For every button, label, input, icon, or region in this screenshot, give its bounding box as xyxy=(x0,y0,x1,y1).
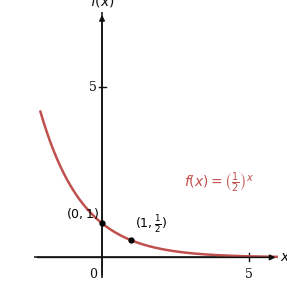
Text: $(1,\frac{1}{2})$: $(1,\frac{1}{2})$ xyxy=(135,213,167,235)
Text: $(0,1)$: $(0,1)$ xyxy=(65,206,98,220)
Text: $f(x) = \left(\frac{1}{2}\right)^x$: $f(x) = \left(\frac{1}{2}\right)^x$ xyxy=(184,170,255,194)
Text: 5: 5 xyxy=(245,268,253,281)
Text: 5: 5 xyxy=(89,81,97,94)
Text: 0: 0 xyxy=(89,268,97,281)
Text: $x$: $x$ xyxy=(280,250,287,264)
Text: $f(x)$: $f(x)$ xyxy=(90,0,115,9)
